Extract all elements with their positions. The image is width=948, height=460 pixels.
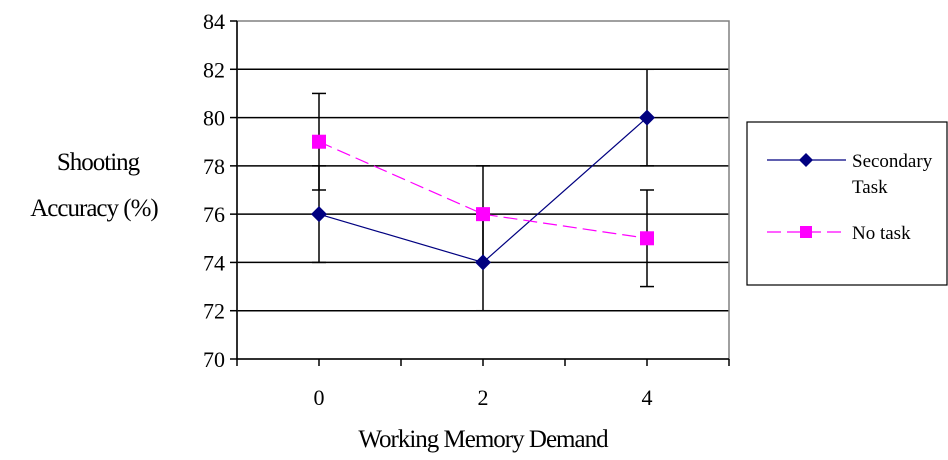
y-tick-label-84: 84 xyxy=(203,9,225,34)
y-tick-label-74: 74 xyxy=(203,250,225,275)
legend-label-secondary-task-line-2: Task xyxy=(852,177,888,198)
data-point-series-0-2 xyxy=(475,254,491,271)
data-point-series-1-2 xyxy=(476,207,490,222)
legend-box xyxy=(746,121,948,286)
y-tick-label-82: 82 xyxy=(203,57,225,82)
plot-area: 70 72 74 76 78 80 82 84 0 2 4 xyxy=(203,9,730,410)
legend-secondary-task-marker xyxy=(799,153,813,167)
legend: Secondary Task No task xyxy=(746,121,948,286)
x-tick-label-4: 4 xyxy=(642,385,653,410)
series-line-1 xyxy=(318,141,648,239)
legend-label-no-task: No task xyxy=(852,223,911,244)
y-axis-title-line-1: Shooting xyxy=(57,149,141,176)
y-tick-label-70: 70 xyxy=(203,347,225,372)
x-axis-title: Working Memory Demand xyxy=(358,426,609,453)
x-tick-label-0: 0 xyxy=(314,385,325,410)
y-axis: 70 72 74 76 78 80 82 84 xyxy=(203,9,238,372)
y-tick-label-76: 76 xyxy=(203,202,225,227)
y-tick-label-80: 80 xyxy=(203,106,225,131)
y-tick-label-72: 72 xyxy=(203,299,225,324)
data-point-series-0-4 xyxy=(639,109,655,126)
x-tick-label-2: 2 xyxy=(478,385,489,410)
data-point-series-0-0 xyxy=(311,206,327,223)
y-axis-title-line-2: Accuracy (%) xyxy=(30,195,158,222)
y-tick-label-78: 78 xyxy=(203,154,225,179)
data-point-series-1-4 xyxy=(640,231,654,246)
legend-no-task-marker xyxy=(800,226,812,238)
data-point-series-1-0 xyxy=(312,134,326,149)
data-markers xyxy=(311,109,655,271)
x-axis: 0 2 4 xyxy=(236,358,730,410)
legend-label-secondary-task-line-1: Secondary xyxy=(852,151,933,172)
error-bars xyxy=(312,68,654,312)
